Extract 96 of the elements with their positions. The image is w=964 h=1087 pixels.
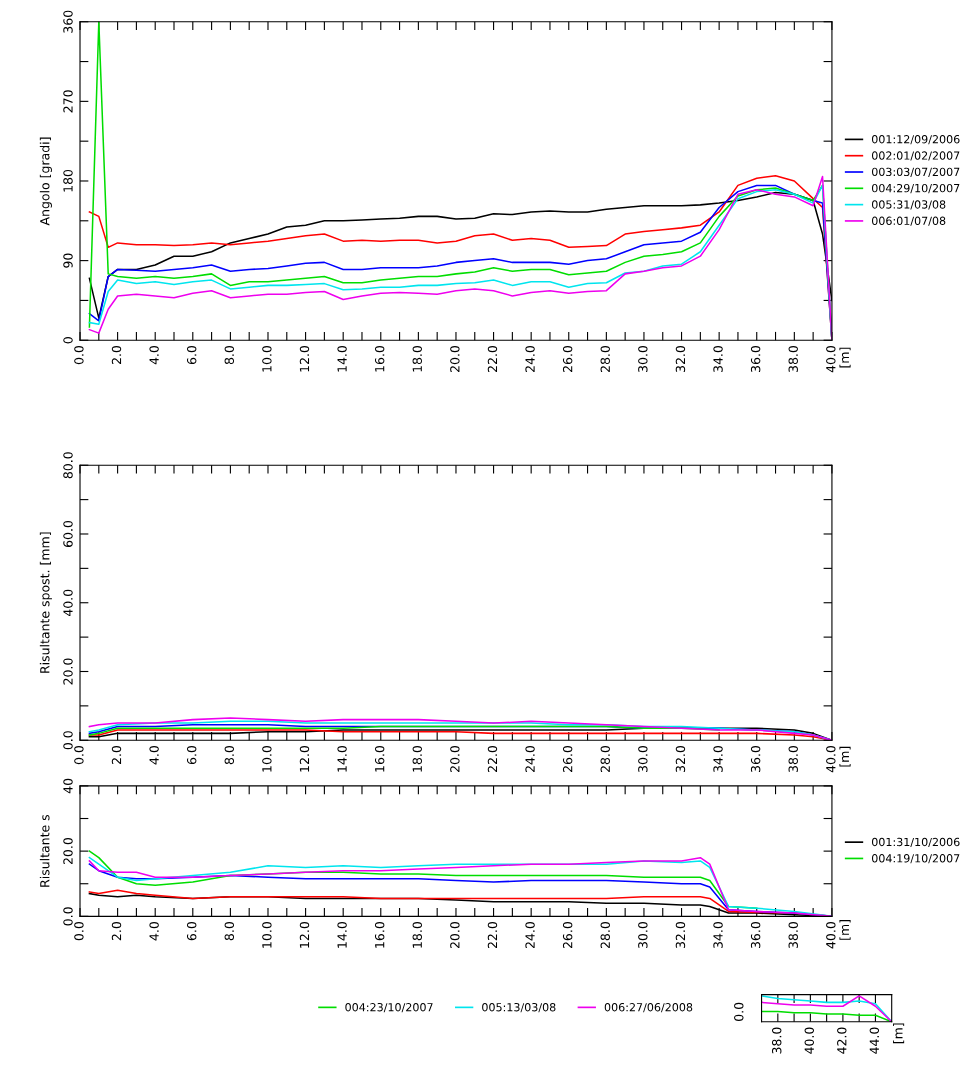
legend-label: 005:13/03/08 [482, 1003, 556, 1013]
x-tick-label: 20.0 [450, 745, 460, 773]
legend-label: 004:23/10/2007 [345, 1003, 433, 1013]
x-tick-label: 4.0 [149, 922, 159, 941]
x-tick-label: 36.0 [750, 745, 761, 772]
x-tick-label: 12.0 [299, 345, 310, 372]
x-tick-label: 38.0 [788, 745, 798, 772]
x-tick-label: 10.0 [262, 745, 272, 772]
x-tick-label: 14.0 [337, 922, 347, 948]
x-tick-label: 28.0 [600, 745, 610, 773]
y-tick-label: 60.0 [63, 520, 73, 548]
x-tick-label: 24.0 [525, 922, 535, 949]
y-tick-label: 180 [63, 169, 73, 192]
x-tick-label: 18.0 [412, 922, 422, 948]
x-tick-label: 18.0 [412, 745, 422, 772]
y-tick-label: 80.0 [63, 452, 73, 479]
x-tick-label: 38.0 [772, 1027, 782, 1054]
y-tick-label: 40.0 [63, 589, 73, 617]
text: [m] [839, 347, 851, 368]
x-tick-label: 16.0 [374, 745, 385, 772]
x-tick-label: 32.0 [675, 745, 686, 772]
x-tick-label: 30.0 [638, 922, 648, 949]
x-tick-label: 4.0 [149, 345, 159, 365]
x-tick-label: 38.0 [788, 345, 798, 372]
x-tick-label: 16.0 [374, 345, 385, 372]
x-tick-label: 16.0 [374, 922, 385, 948]
x-tick-label: 10.0 [262, 345, 272, 372]
x-tick-label: 26.0 [562, 922, 573, 949]
x-tick-label: 2.0 [111, 345, 122, 365]
text: [m] [839, 746, 851, 767]
x-tick-label: 6.0 [186, 745, 197, 765]
x-tick-label: 40.0 [826, 745, 836, 773]
x-tick-label: 32.0 [675, 345, 686, 372]
text: [m] [893, 1023, 905, 1044]
x-tick-label: 38.0 [788, 922, 798, 949]
legend-label: 001:12/09/2006 [871, 135, 960, 145]
text: 0.0 [734, 1002, 744, 1021]
x-tick-label: 42.0 [837, 1027, 847, 1054]
text: [m] [839, 920, 851, 940]
x-tick-label: 22.0 [487, 745, 498, 773]
x-tick-label: 32.0 [675, 922, 686, 949]
x-tick-label: 12.0 [299, 745, 310, 772]
x-tick-label: 20.0 [450, 345, 460, 373]
legend-label: 003:03/07/2007 [871, 167, 960, 177]
x-tick-label: 36.0 [750, 922, 761, 949]
x-tick-label: 44.0 [869, 1027, 880, 1054]
x-tick-label: 12.0 [299, 922, 310, 948]
y-tick-label: 90 [63, 253, 73, 268]
x-tick-label: 26.0 [562, 745, 573, 773]
x-tick-label: 8.0 [224, 745, 235, 765]
x-tick-label: 28.0 [600, 922, 610, 949]
x-tick-label: 24.0 [525, 345, 535, 373]
y-tick-label: 20.0 [63, 838, 73, 865]
y-tick-label: 0 [63, 337, 73, 344]
x-tick-label: 6.0 [186, 345, 197, 365]
y-tick-label: 270 [63, 90, 73, 113]
x-tick-label: 4.0 [149, 745, 159, 765]
x-tick-label: 34.0 [713, 345, 723, 372]
x-tick-label: 10.0 [262, 922, 272, 948]
x-tick-label: 8.0 [224, 922, 235, 941]
y-tick-label: 0.0 [63, 731, 73, 750]
x-tick-label: 2.0 [111, 745, 122, 765]
x-tick-label: 30.0 [638, 745, 648, 772]
legend-label: 001:31/10/2006 [871, 837, 960, 848]
x-tick-label: 40.0 [826, 345, 836, 373]
x-tick-label: 6.0 [186, 922, 197, 941]
y-axis-title: Risultante s [39, 814, 50, 887]
x-tick-label: 24.0 [525, 745, 535, 773]
x-tick-label: 18.0 [412, 345, 422, 372]
y-axis-title: Angolo [gradi] [39, 137, 52, 226]
x-tick-label: 40.0 [804, 1027, 814, 1054]
x-tick-label: 34.0 [713, 922, 723, 949]
legend-label: 004:19/10/2007 [871, 854, 960, 864]
y-tick-label: 40 [63, 778, 73, 794]
x-tick-label: 28.0 [600, 345, 610, 373]
x-tick-label: 40.0 [826, 922, 836, 949]
legend-label: 002:01/02/2007 [871, 151, 960, 161]
y-tick-label: 360 [63, 10, 73, 33]
x-tick-label: 22.0 [487, 345, 498, 373]
legend-label: 005:31/03/08 [871, 200, 946, 210]
x-tick-label: 30.0 [638, 345, 648, 372]
x-tick-label: 20.0 [450, 922, 460, 949]
x-tick-label: 14.0 [337, 345, 347, 372]
legend-label: 004:29/10/2007 [871, 183, 960, 194]
y-tick-label: 0.0 [63, 907, 73, 926]
x-tick-label: 26.0 [562, 345, 573, 373]
legend-label: 006:27/06/2008 [604, 1003, 693, 1013]
x-tick-label: 22.0 [487, 922, 498, 949]
x-tick-label: 2.0 [111, 922, 122, 941]
x-tick-label: 34.0 [713, 745, 723, 772]
legend-label: 006:01/07/08 [871, 216, 946, 226]
x-tick-label: 14.0 [337, 745, 347, 772]
x-tick-label: 8.0 [224, 345, 235, 365]
y-tick-label: 20.0 [63, 658, 73, 685]
y-axis-title: Risultante spost. [mm] [39, 532, 52, 673]
x-tick-label: 36.0 [750, 345, 761, 372]
